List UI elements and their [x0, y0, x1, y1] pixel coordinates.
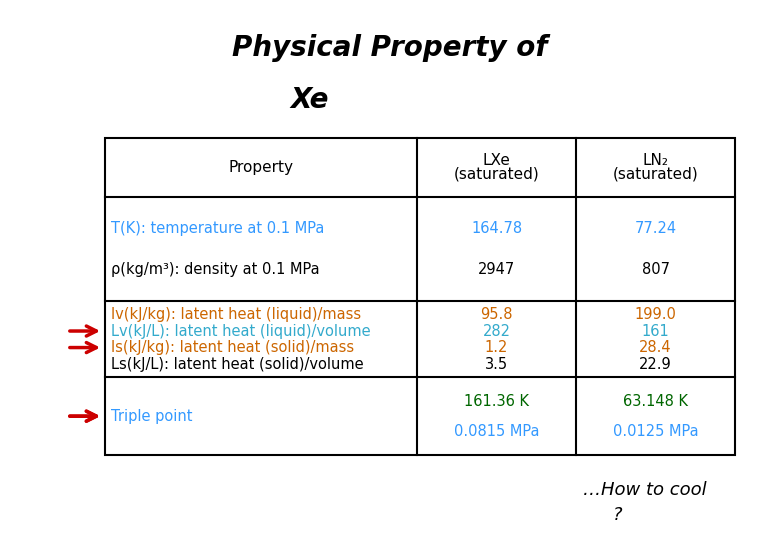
Text: …How to cool: …How to cool [583, 481, 707, 499]
Text: 22.9: 22.9 [640, 356, 672, 372]
Text: 161: 161 [642, 323, 669, 339]
Text: 28.4: 28.4 [640, 340, 672, 355]
Text: ls(kJ/kg): latent heat (solid)/mass: ls(kJ/kg): latent heat (solid)/mass [111, 340, 354, 355]
Bar [105, 138, 735, 455]
Text: 161.36 K: 161.36 K [464, 394, 529, 409]
Text: Physical Property of: Physical Property of [232, 34, 548, 62]
Text: 0.0815 MPa: 0.0815 MPa [454, 423, 539, 438]
Text: T(K): temperature at 0.1 MPa: T(K): temperature at 0.1 MPa [111, 221, 324, 237]
Text: Property: Property [229, 160, 293, 175]
Text: ρ(kg/m³): density at 0.1 MPa: ρ(kg/m³): density at 0.1 MPa [111, 261, 320, 276]
Text: Xe: Xe [291, 86, 329, 114]
Text: (saturated): (saturated) [454, 167, 540, 182]
Text: Ls(kJ/L): latent heat (solid)/volume: Ls(kJ/L): latent heat (solid)/volume [111, 356, 363, 372]
Text: 0.0125 MPa: 0.0125 MPa [613, 423, 698, 438]
Text: 77.24: 77.24 [635, 221, 677, 237]
Text: LN₂: LN₂ [643, 153, 668, 168]
Text: ?: ? [613, 506, 622, 524]
Text: 282: 282 [483, 323, 511, 339]
Text: 199.0: 199.0 [635, 307, 676, 322]
Text: LXe: LXe [483, 153, 510, 168]
Text: Triple point: Triple point [111, 409, 193, 424]
Text: 2947: 2947 [478, 261, 515, 276]
Text: 95.8: 95.8 [480, 307, 512, 322]
Text: 63.148 K: 63.148 K [623, 394, 688, 409]
Text: 1.2: 1.2 [485, 340, 509, 355]
Text: 164.78: 164.78 [471, 221, 522, 237]
Text: 3.5: 3.5 [485, 356, 508, 372]
Text: lv(kJ/kg): latent heat (liquid)/mass: lv(kJ/kg): latent heat (liquid)/mass [111, 307, 361, 322]
Text: 807: 807 [642, 261, 669, 276]
Text: Lv(kJ/L): latent heat (liquid)/volume: Lv(kJ/L): latent heat (liquid)/volume [111, 323, 370, 339]
Text: (saturated): (saturated) [613, 167, 699, 182]
